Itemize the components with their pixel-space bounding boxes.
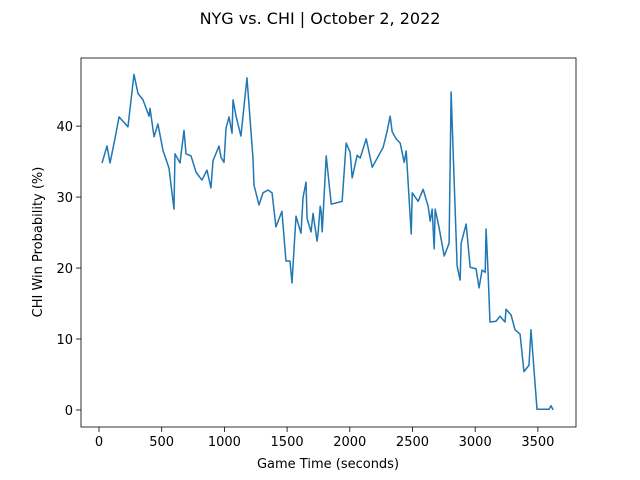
y-tick-label: 40: [56, 120, 73, 135]
x-axis-label: Game Time (seconds): [257, 457, 399, 472]
y-tick-label: 0: [65, 404, 73, 419]
x-tick-label: 3500: [521, 435, 554, 450]
y-tick-label: 30: [56, 191, 73, 206]
x-tick-label: 0: [95, 435, 103, 450]
y-tick-label: 20: [56, 262, 73, 277]
x-tick-label: 2000: [333, 435, 366, 450]
y-axis-label: CHI Win Probability (%): [31, 167, 46, 318]
win-probability-line: [101, 73, 554, 411]
y-tick-label: 10: [56, 333, 73, 348]
x-tick-label: 1500: [271, 435, 304, 450]
x-tick-label: 3000: [459, 435, 492, 450]
x-tick-label: 1000: [208, 435, 241, 450]
chart-title: NYG vs. CHI | October 2, 2022: [200, 9, 441, 28]
x-tick-label: 500: [149, 435, 174, 450]
x-tick-label: 2500: [396, 435, 429, 450]
plot-frame: [80, 57, 577, 428]
